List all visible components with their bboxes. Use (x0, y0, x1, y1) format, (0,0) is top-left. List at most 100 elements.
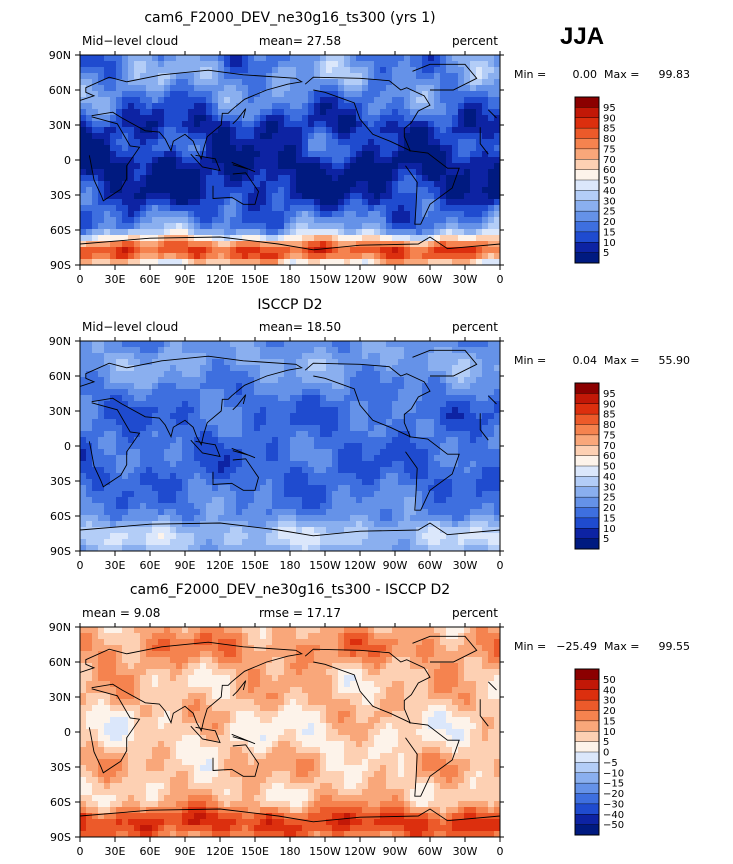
field-cell (194, 419, 201, 426)
field-cell (224, 127, 231, 134)
field-cell (290, 485, 297, 492)
field-cell (464, 193, 471, 200)
field-cell (122, 109, 129, 116)
field-cell (212, 133, 219, 140)
field-cell (422, 449, 429, 456)
field-cell (80, 169, 87, 176)
field-cell (398, 79, 405, 86)
field-cell (320, 419, 327, 426)
field-cell (218, 157, 225, 164)
field-cell (398, 247, 405, 254)
field-cell (362, 467, 369, 474)
field-cell (308, 145, 315, 152)
colorbar-label: 40 (603, 186, 616, 197)
field-cell (92, 491, 99, 498)
field-cell (224, 383, 231, 390)
field-cell (356, 407, 363, 414)
field-cell (188, 353, 195, 360)
field-cell (212, 341, 219, 348)
field-cell (260, 241, 267, 248)
field-cell (194, 377, 201, 384)
field-cell (188, 193, 195, 200)
field-cell (494, 509, 500, 516)
field-cell (242, 443, 249, 450)
field-cell (482, 187, 489, 194)
field-cell (170, 193, 177, 200)
field-cell (134, 115, 141, 122)
field-cell (98, 377, 105, 384)
field-cell (368, 527, 375, 534)
field-cell (116, 491, 123, 498)
field-cell (236, 491, 243, 498)
field-cell (440, 353, 447, 360)
field-cell (338, 479, 345, 486)
field-cell (302, 395, 309, 402)
field-cell (344, 187, 351, 194)
field-cell (410, 229, 417, 236)
field-cell (308, 133, 315, 140)
panel-1-min-label: Min = (514, 68, 546, 81)
field-cell (308, 401, 315, 408)
field-cell (482, 383, 489, 390)
field-cell (164, 359, 171, 366)
field-cell (302, 247, 309, 254)
field-cell (404, 419, 411, 426)
field-cell (362, 253, 369, 260)
field-cell (404, 437, 411, 444)
field-cell (392, 389, 399, 396)
field-cell (374, 127, 381, 134)
field-cell (86, 127, 93, 134)
field-cell (284, 353, 291, 360)
field-cell (482, 527, 489, 534)
field-cell (398, 67, 405, 74)
field-cell (236, 467, 243, 474)
field-cell (86, 371, 93, 378)
field-cell (182, 521, 189, 528)
field-cell (368, 353, 375, 360)
field-cell (452, 407, 459, 414)
field-cell (266, 241, 273, 248)
field-cell (152, 407, 159, 414)
field-cell (284, 461, 291, 468)
field-cell (284, 157, 291, 164)
field-cell (92, 545, 99, 551)
field-cell (392, 127, 399, 134)
field-cell (392, 97, 399, 104)
field-cell (200, 467, 207, 474)
field-cell (140, 455, 147, 462)
field-cell (284, 539, 291, 546)
field-cell (140, 157, 147, 164)
field-cell (86, 241, 93, 248)
field-cell (128, 241, 135, 248)
field-cell (452, 91, 459, 98)
field-cell (308, 97, 315, 104)
field-cell (146, 199, 153, 206)
field-cell (314, 443, 321, 450)
field-cell (212, 235, 219, 242)
field-cell (128, 443, 135, 450)
field-cell (398, 169, 405, 176)
field-cell (368, 539, 375, 546)
field-cell (266, 91, 273, 98)
field-cell (236, 235, 243, 242)
field-cell (200, 85, 207, 92)
field-cell (116, 109, 123, 116)
field-cell (170, 253, 177, 260)
field-cell (176, 473, 183, 480)
field-cell (290, 473, 297, 480)
field-cell (344, 431, 351, 438)
field-cell (386, 503, 393, 510)
field-cell (368, 347, 375, 354)
field-cell (452, 377, 459, 384)
field-cell (458, 229, 465, 236)
field-cell (482, 413, 489, 420)
field-cell (146, 73, 153, 80)
field-cell (440, 163, 447, 170)
field-cell (248, 217, 255, 224)
field-cell (296, 533, 303, 540)
field-cell (332, 229, 339, 236)
field-cell (206, 169, 213, 176)
field-cell (338, 491, 345, 498)
field-cell (392, 103, 399, 110)
